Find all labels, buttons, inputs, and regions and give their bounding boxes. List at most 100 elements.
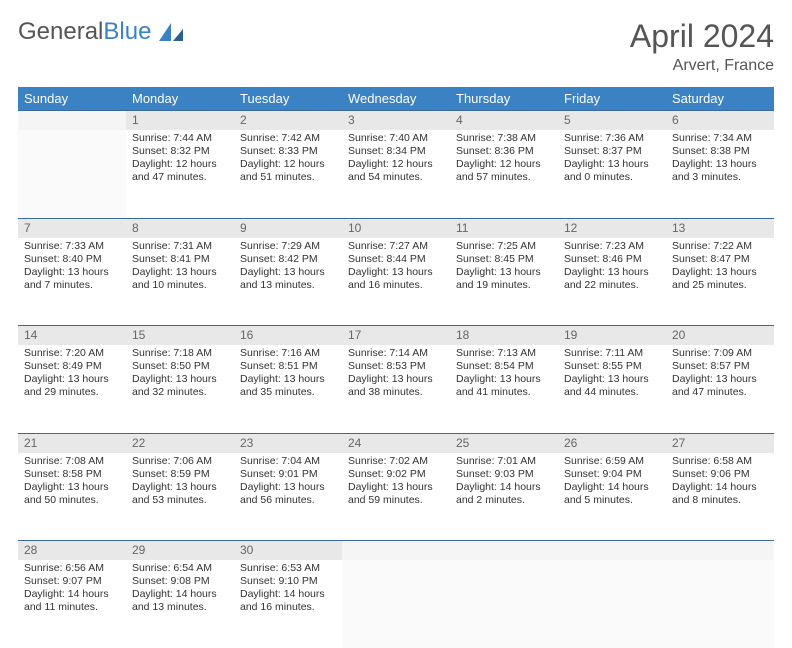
day-cell-14: Sunrise: 7:20 AMSunset: 8:49 PMDaylight:… [18,345,126,433]
sunset-line: Sunset: 8:53 PM [348,360,444,373]
day-cell-16: Sunrise: 7:16 AMSunset: 8:51 PMDaylight:… [234,345,342,433]
sunrise-line: Sunrise: 7:29 AM [240,240,336,253]
daylight-line: Daylight: 13 hours and 0 minutes. [564,158,660,184]
calendar: SundayMondayTuesdayWednesdayThursdayFrid… [18,87,774,648]
sunset-line: Sunset: 8:54 PM [456,360,552,373]
daylight-line: Daylight: 13 hours and 56 minutes. [240,481,336,507]
day-of-week-row: SundayMondayTuesdayWednesdayThursdayFrid… [18,87,774,111]
daynum-26: 26 [558,433,666,453]
sunset-line: Sunset: 8:40 PM [24,253,120,266]
daynum-16: 16 [234,326,342,346]
daynum-21: 21 [18,433,126,453]
sunrise-line: Sunrise: 7:02 AM [348,455,444,468]
day-cell-29: Sunrise: 6:54 AMSunset: 9:08 PMDaylight:… [126,560,234,648]
week-4-daynum-row: 21222324252627 [18,433,774,453]
week-1-daynum-row: 123456 [18,111,774,131]
sunset-line: Sunset: 8:46 PM [564,253,660,266]
week-2-daynum-row: 78910111213 [18,218,774,238]
sunrise-line: Sunrise: 7:33 AM [24,240,120,253]
day-header-monday: Monday [126,87,234,111]
daynum-2: 2 [234,111,342,131]
daynum-4: 4 [450,111,558,131]
sunset-line: Sunset: 8:57 PM [672,360,768,373]
logo: GeneralBlue [18,18,185,46]
sunrise-line: Sunrise: 7:08 AM [24,455,120,468]
day-cell-19: Sunrise: 7:11 AMSunset: 8:55 PMDaylight:… [558,345,666,433]
daylight-line: Daylight: 13 hours and 25 minutes. [672,266,768,292]
daylight-line: Daylight: 13 hours and 35 minutes. [240,373,336,399]
month-title: April 2024 [630,18,774,55]
day-header-sunday: Sunday [18,87,126,111]
sunrise-line: Sunrise: 7:04 AM [240,455,336,468]
daylight-line: Daylight: 14 hours and 5 minutes. [564,481,660,507]
day-cell-27: Sunrise: 6:58 AMSunset: 9:06 PMDaylight:… [666,453,774,541]
sunset-line: Sunset: 9:10 PM [240,575,336,588]
day-cell-17: Sunrise: 7:14 AMSunset: 8:53 PMDaylight:… [342,345,450,433]
daylight-line: Daylight: 13 hours and 47 minutes. [672,373,768,399]
empty-cell [18,130,126,218]
daylight-line: Daylight: 14 hours and 16 minutes. [240,588,336,614]
day-header-saturday: Saturday [666,87,774,111]
daylight-line: Daylight: 12 hours and 51 minutes. [240,158,336,184]
daynum-7: 7 [18,218,126,238]
daynum-24: 24 [342,433,450,453]
sunset-line: Sunset: 9:03 PM [456,468,552,481]
sunrise-line: Sunrise: 7:01 AM [456,455,552,468]
empty-daynum [666,541,774,561]
sunset-line: Sunset: 8:32 PM [132,145,228,158]
day-cell-23: Sunrise: 7:04 AMSunset: 9:01 PMDaylight:… [234,453,342,541]
daynum-11: 11 [450,218,558,238]
daynum-28: 28 [18,541,126,561]
sunset-line: Sunset: 9:02 PM [348,468,444,481]
daylight-line: Daylight: 13 hours and 22 minutes. [564,266,660,292]
day-cell-7: Sunrise: 7:33 AMSunset: 8:40 PMDaylight:… [18,238,126,326]
empty-daynum [450,541,558,561]
sunset-line: Sunset: 8:44 PM [348,253,444,266]
sunset-line: Sunset: 8:38 PM [672,145,768,158]
day-cell-9: Sunrise: 7:29 AMSunset: 8:42 PMDaylight:… [234,238,342,326]
sunset-line: Sunset: 8:50 PM [132,360,228,373]
sunset-line: Sunset: 8:37 PM [564,145,660,158]
sunset-line: Sunset: 9:06 PM [672,468,768,481]
daynum-20: 20 [666,326,774,346]
sunset-line: Sunset: 8:42 PM [240,253,336,266]
sunrise-line: Sunrise: 7:18 AM [132,347,228,360]
sunrise-line: Sunrise: 6:58 AM [672,455,768,468]
day-cell-3: Sunrise: 7:40 AMSunset: 8:34 PMDaylight:… [342,130,450,218]
day-cell-26: Sunrise: 6:59 AMSunset: 9:04 PMDaylight:… [558,453,666,541]
daylight-line: Daylight: 12 hours and 47 minutes. [132,158,228,184]
week-5-content-row: Sunrise: 6:56 AMSunset: 9:07 PMDaylight:… [18,560,774,648]
logo-text-general: General [18,18,103,46]
sunset-line: Sunset: 8:47 PM [672,253,768,266]
empty-cell [450,560,558,648]
logo-sail-icon [157,21,185,43]
daylight-line: Daylight: 13 hours and 7 minutes. [24,266,120,292]
daylight-line: Daylight: 13 hours and 10 minutes. [132,266,228,292]
day-cell-1: Sunrise: 7:44 AMSunset: 8:32 PMDaylight:… [126,130,234,218]
sunset-line: Sunset: 9:04 PM [564,468,660,481]
daynum-17: 17 [342,326,450,346]
day-cell-20: Sunrise: 7:09 AMSunset: 8:57 PMDaylight:… [666,345,774,433]
day-cell-25: Sunrise: 7:01 AMSunset: 9:03 PMDaylight:… [450,453,558,541]
day-cell-11: Sunrise: 7:25 AMSunset: 8:45 PMDaylight:… [450,238,558,326]
sunset-line: Sunset: 8:59 PM [132,468,228,481]
sunset-line: Sunset: 8:58 PM [24,468,120,481]
week-3-content-row: Sunrise: 7:20 AMSunset: 8:49 PMDaylight:… [18,345,774,433]
sunrise-line: Sunrise: 7:40 AM [348,132,444,145]
daylight-line: Daylight: 14 hours and 13 minutes. [132,588,228,614]
daynum-1: 1 [126,111,234,131]
sunset-line: Sunset: 8:36 PM [456,145,552,158]
daynum-9: 9 [234,218,342,238]
day-cell-4: Sunrise: 7:38 AMSunset: 8:36 PMDaylight:… [450,130,558,218]
logo-text-blue: Blue [103,18,151,46]
location: Arvert, France [630,57,774,75]
daylight-line: Daylight: 12 hours and 54 minutes. [348,158,444,184]
day-cell-24: Sunrise: 7:02 AMSunset: 9:02 PMDaylight:… [342,453,450,541]
daynum-27: 27 [666,433,774,453]
day-cell-28: Sunrise: 6:56 AMSunset: 9:07 PMDaylight:… [18,560,126,648]
daylight-line: Daylight: 13 hours and 41 minutes. [456,373,552,399]
week-4-content-row: Sunrise: 7:08 AMSunset: 8:58 PM Daylight:… [18,453,774,541]
sunset-line: Sunset: 8:45 PM [456,253,552,266]
sunrise-line: Sunrise: 7:27 AM [348,240,444,253]
daynum-25: 25 [450,433,558,453]
